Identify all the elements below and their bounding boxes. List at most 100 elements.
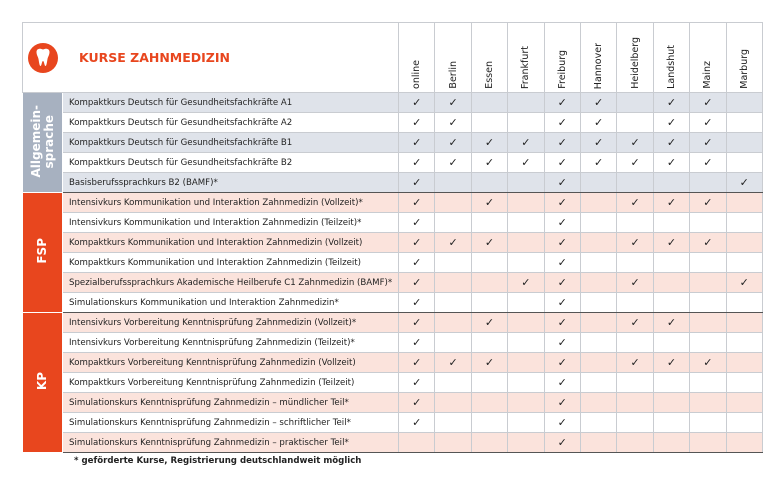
mark-cell: ✓ <box>434 232 472 253</box>
mark-cell <box>507 252 545 273</box>
checkmark: ✓ <box>666 156 677 169</box>
checkmark: ✓ <box>630 236 640 249</box>
mark-cell <box>507 172 545 193</box>
checkmark: ✓ <box>521 136 531 149</box>
checkmark: ✓ <box>412 276 422 289</box>
mark-cell <box>579 392 618 413</box>
location-label: online <box>411 60 423 89</box>
mark-cell <box>652 392 691 413</box>
mark-cell: ✓ <box>543 292 581 313</box>
mark-cell: ✓ <box>398 92 436 113</box>
mark-cell <box>616 432 654 453</box>
course-row: Simulationskurs Kenntnisprüfung Zahnmedi… <box>22 432 763 453</box>
course-name: Intensivkurs Kommunikation und Interakti… <box>61 192 400 213</box>
mark-cell: ✓ <box>470 312 509 333</box>
mark-cell: ✓ <box>725 172 763 193</box>
mark-cell <box>579 252 618 273</box>
mark-cell: ✓ <box>470 132 509 153</box>
checkmark: ✓ <box>484 236 495 249</box>
mark-cell: ✓ <box>398 292 436 313</box>
table-body: Allgemein- sprache Kompaktkurs Deutsch fü… <box>22 92 763 453</box>
mark-cell: ✓ <box>398 392 436 413</box>
mark-cell <box>689 252 727 273</box>
mark-cell <box>470 332 509 353</box>
mark-cell <box>616 292 654 313</box>
checkmark: ✓ <box>703 96 713 109</box>
mark-cell <box>616 112 654 133</box>
location-label: Marburg <box>738 49 750 89</box>
header-row: KURSE ZAHNMEDIZIN online Berlin Essen Frank… <box>21 22 763 93</box>
mark-cell: ✓ <box>543 432 581 453</box>
mark-cell <box>725 292 763 313</box>
checkmark: ✓ <box>557 396 567 409</box>
mark-cell: ✓ <box>543 392 581 413</box>
mark-cell: ✓ <box>543 372 581 393</box>
mark-cell <box>579 332 618 353</box>
mark-cell <box>725 412 763 433</box>
mark-cell <box>579 352 618 373</box>
mark-cell: ✓ <box>470 352 509 373</box>
mark-cell <box>616 392 654 413</box>
mark-cell <box>689 332 727 353</box>
mark-cell <box>689 292 727 313</box>
mark-cell <box>579 172 618 193</box>
mark-cell: ✓ <box>543 112 581 133</box>
checkmark: ✓ <box>412 216 422 229</box>
mark-cell: ✓ <box>507 132 545 153</box>
mark-cell <box>725 312 763 333</box>
checkmark: ✓ <box>739 176 749 189</box>
mark-cell: ✓ <box>579 152 618 173</box>
checkmark: ✓ <box>448 136 458 149</box>
location-header: Landshut <box>652 22 691 93</box>
mark-cell <box>507 112 545 133</box>
mark-cell <box>470 172 509 193</box>
checkmark: ✓ <box>557 276 567 289</box>
course-row: Simulationskurs Kenntnisprüfung Zahnmedi… <box>22 412 763 433</box>
mark-cell <box>725 372 763 393</box>
checkmark: ✓ <box>557 196 567 209</box>
course-name: Spezialberufssprachkurs Akademische Heil… <box>61 272 400 293</box>
mark-cell <box>507 332 545 353</box>
mark-cell: ✓ <box>652 132 691 153</box>
checkmark: ✓ <box>448 356 458 369</box>
checkmark: ✓ <box>666 356 677 369</box>
checkmark: ✓ <box>630 196 640 209</box>
checkmark: ✓ <box>412 256 422 269</box>
course-row: Kompaktkurs Kommunikation und Interaktio… <box>22 232 763 253</box>
mark-cell <box>689 412 727 433</box>
mark-cell <box>689 212 727 233</box>
mark-cell <box>725 112 763 133</box>
mark-cell <box>470 412 509 433</box>
course-row: Simulationskurs Kenntnisprüfung Zahnmedi… <box>22 392 763 413</box>
mark-cell <box>616 372 654 393</box>
mark-cell: ✓ <box>579 112 618 133</box>
checkmark: ✓ <box>703 156 713 169</box>
course-row: Kompaktkurs Kommunikation und Interaktio… <box>22 252 763 273</box>
mark-cell: ✓ <box>398 412 436 433</box>
checkmark: ✓ <box>412 416 422 429</box>
mark-cell: ✓ <box>616 312 654 333</box>
mark-cell: ✓ <box>398 252 436 273</box>
mark-cell <box>689 312 727 333</box>
course-row: Simulationskurs Kommunikation und Intera… <box>22 292 763 313</box>
course-name: Kompaktkurs Deutsch für Gesundheitsfachk… <box>61 92 400 113</box>
mark-cell <box>652 332 691 353</box>
mark-cell <box>470 272 509 293</box>
checkmark: ✓ <box>557 296 567 309</box>
location-header: Essen <box>470 22 509 93</box>
location-header: Marburg <box>725 22 763 93</box>
checkmark: ✓ <box>703 356 713 369</box>
mark-cell: ✓ <box>543 412 581 433</box>
mark-cell <box>579 432 618 453</box>
mark-cell: ✓ <box>652 352 691 373</box>
checkmark: ✓ <box>412 156 422 169</box>
checkmark: ✓ <box>484 196 495 209</box>
course-name: Kompaktkurs Deutsch für Gesundheitsfachk… <box>61 112 400 133</box>
mark-cell: ✓ <box>398 172 436 193</box>
mark-cell <box>507 372 545 393</box>
course-row: Kompaktkurs Vorbereitung Kenntnisprüfung… <box>22 352 763 373</box>
mark-cell <box>579 312 618 333</box>
mark-cell: ✓ <box>398 312 436 333</box>
checkmark: ✓ <box>412 176 422 189</box>
mark-cell <box>470 292 509 313</box>
